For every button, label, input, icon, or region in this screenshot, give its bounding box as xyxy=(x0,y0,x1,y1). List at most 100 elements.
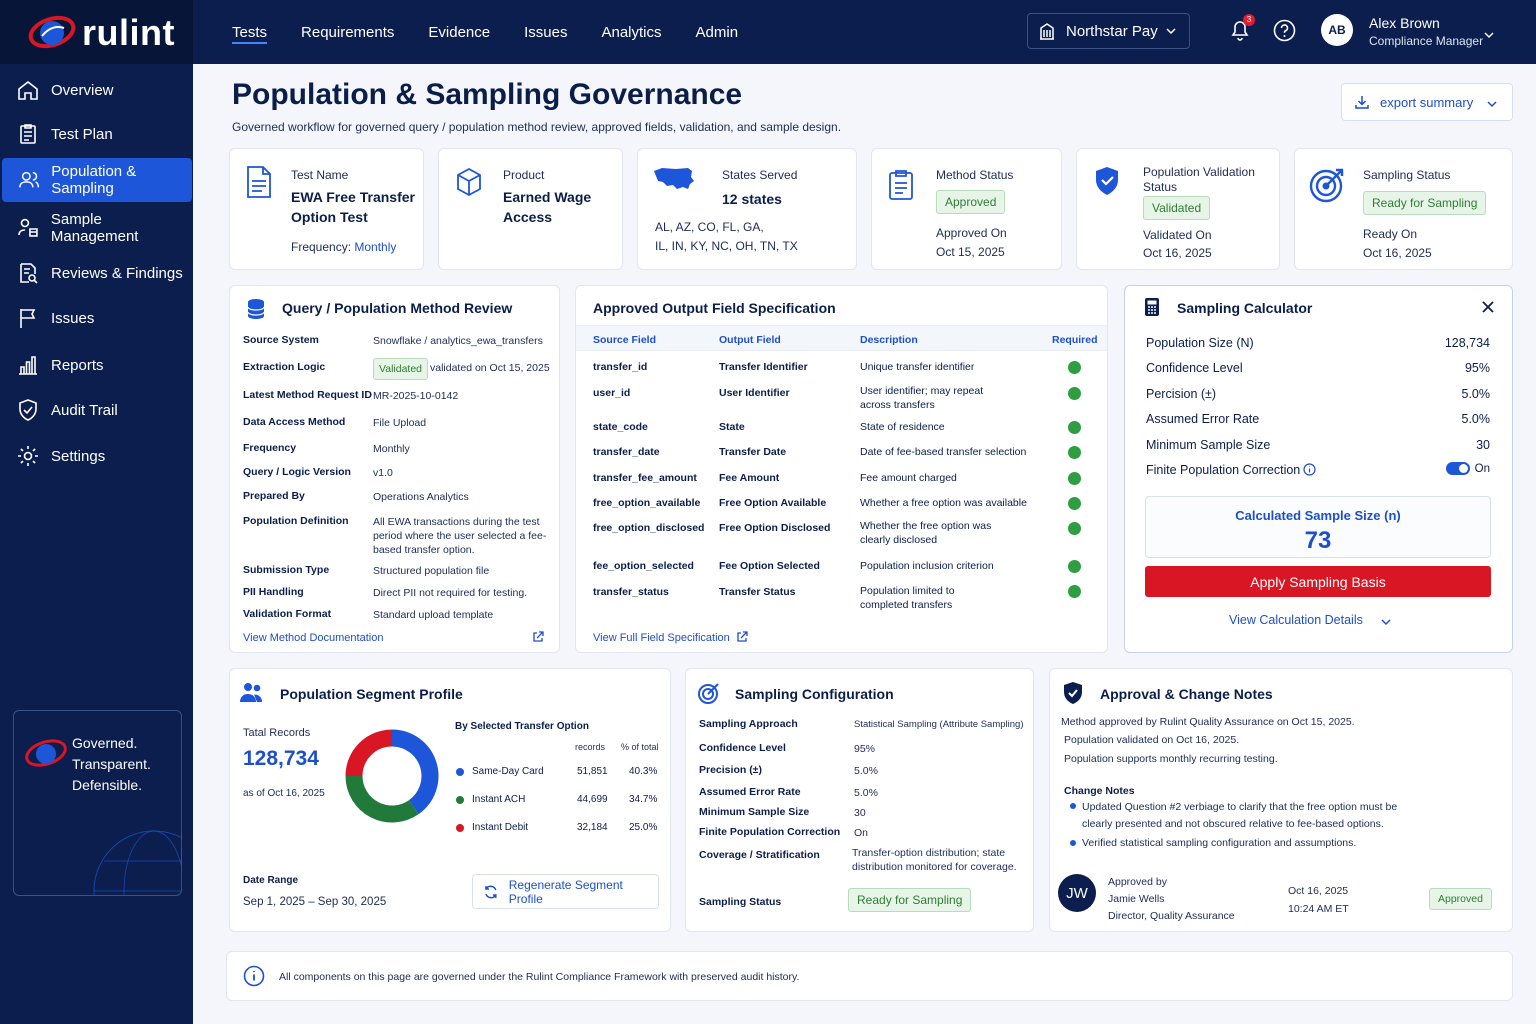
document-icon xyxy=(247,166,271,198)
sidebar-item-issues[interactable]: Issues xyxy=(0,296,193,340)
bar-chart-icon xyxy=(19,356,37,375)
extraction-status-badge: Validated xyxy=(373,358,429,380)
nav-tests[interactable]: Tests xyxy=(232,0,268,64)
approval-status-badge: Approved xyxy=(1429,888,1492,910)
segment-records: 44,699 xyxy=(577,794,608,805)
shield-check-icon xyxy=(1096,167,1118,195)
sidebar-item-settings[interactable]: Settings xyxy=(0,434,193,478)
approval-time: 10:24 AM ET xyxy=(1288,903,1349,915)
bullet xyxy=(1070,840,1076,846)
sidebar-item-test-plan[interactable]: Test Plan xyxy=(0,112,193,156)
chevron-down-icon xyxy=(1166,28,1176,35)
calculator-icon xyxy=(1145,298,1159,316)
calculated-sample-size-box: Calculated Sample Size (n) 73 xyxy=(1145,496,1491,558)
nav-requirements[interactable]: Requirements xyxy=(301,23,395,41)
segment-profile-panel: Population Segment Profile Tatal Records… xyxy=(229,668,671,932)
bell-icon[interactable] xyxy=(1229,18,1251,42)
info-icon[interactable] xyxy=(1303,463,1316,476)
top-bar: rulint Tests Requirements Evidence Issue… xyxy=(0,0,1536,64)
precision-value[interactable]: 5.0% xyxy=(1461,387,1491,401)
view-method-documentation-link[interactable]: View Method Documentation xyxy=(243,632,384,644)
confidence-level-value[interactable]: 95% xyxy=(1464,361,1490,375)
segment-profile-title: Population Segment Profile xyxy=(280,686,463,702)
sampling-config-title: Sampling Configuration xyxy=(735,686,894,702)
table-cell: user_id xyxy=(593,387,631,399)
table-cell: free_option_disclosed xyxy=(593,522,705,534)
table-cell: transfer_date xyxy=(593,446,660,458)
refresh-icon xyxy=(485,885,497,898)
logo[interactable]: rulint xyxy=(0,0,193,64)
sidebar-item-sample-management[interactable]: Sample Management xyxy=(0,206,193,250)
regenerate-segment-button[interactable]: Regenerate Segment Profile xyxy=(472,874,659,909)
governance-footer: All components on this page are governed… xyxy=(226,951,1513,1001)
table-cell: state_code xyxy=(593,421,648,433)
export-summary-button[interactable]: export summary xyxy=(1341,83,1513,121)
page-subtitle: Governed workflow for governed query / p… xyxy=(232,120,842,134)
avatar[interactable]: AB xyxy=(1321,14,1353,46)
apply-sampling-basis-button[interactable]: Apply Sampling Basis xyxy=(1145,566,1491,597)
external-link-icon[interactable] xyxy=(532,631,544,643)
donut-slice-instant-debit xyxy=(345,729,393,777)
test-name: EWA Free Transfer Option Test xyxy=(291,189,415,225)
clipboard-icon xyxy=(20,124,36,144)
error-rate-value[interactable]: 5.0% xyxy=(1461,412,1491,426)
logo-mark-icon xyxy=(28,15,76,49)
donut-slice-same-day-card xyxy=(391,729,439,815)
database-icon xyxy=(247,299,265,319)
sampling-status-badge: Ready for Sampling xyxy=(1363,191,1487,215)
segment-percent: 34.7% xyxy=(629,794,658,805)
sidebar-item-reviews-findings[interactable]: Reviews & Findings xyxy=(0,251,193,295)
table-cell: free_option_available xyxy=(593,497,701,509)
sidebar-item-reports[interactable]: Reports xyxy=(0,343,193,387)
product-name: Earned Wage Access xyxy=(503,189,592,225)
test-frequency: Monthly xyxy=(354,240,397,254)
flag-icon xyxy=(20,309,36,328)
method-status-card: Method Status Approved Approved On Oct 1… xyxy=(871,148,1062,270)
nav-evidence[interactable]: Evidence xyxy=(428,23,491,41)
help-icon[interactable] xyxy=(1273,19,1296,42)
approval-title: Approval & Change Notes xyxy=(1100,686,1273,702)
sidebar-item-label: Audit Trail xyxy=(51,401,118,419)
info-icon xyxy=(243,965,265,987)
sidebar-item-overview[interactable]: Overview xyxy=(0,68,193,112)
view-field-spec-link[interactable]: View Full Field Specification xyxy=(593,632,730,644)
bullet xyxy=(1070,803,1076,809)
notification-badge: 3 xyxy=(1243,14,1255,26)
calculated-sample-size: 73 xyxy=(1304,527,1332,554)
sidebar-item-population-sampling[interactable]: Population & Sampling xyxy=(2,158,192,202)
donut-slice-instant-ach xyxy=(345,775,419,823)
field-spec-title: Approved Output Field Specification xyxy=(593,300,836,316)
client-selector[interactable]: Northstar Pay xyxy=(1027,13,1190,49)
table-cell: transfer_id xyxy=(593,361,648,373)
brand-card: Governed. Transparent. Defensible. xyxy=(13,710,182,896)
segment-percent: 40.3% xyxy=(629,766,658,777)
nav-admin[interactable]: Admin xyxy=(695,23,739,41)
sidebar-item-label: Issues xyxy=(51,309,95,327)
chevron-down-icon[interactable] xyxy=(1483,29,1495,41)
users-icon xyxy=(19,171,40,188)
field-spec-panel: Approved Output Field Specification Sour… xyxy=(575,285,1108,653)
close-icon[interactable] xyxy=(1481,300,1495,314)
user-name[interactable]: Alex Brown xyxy=(1369,15,1440,31)
min-sample-value[interactable]: 30 xyxy=(1476,438,1490,452)
test-name-card: Test Name EWA Free Transfer Option Test … xyxy=(229,148,424,270)
sidebar-item-label: Settings xyxy=(51,447,106,465)
table-cell: Fee Option Selected xyxy=(719,560,820,572)
cube-icon xyxy=(457,167,481,197)
states-card: States Served 12 states AL, AZ, CO, FL, … xyxy=(637,148,857,270)
external-link-icon[interactable] xyxy=(736,631,748,643)
table-cell: Transfer Date xyxy=(719,446,787,458)
table-cell: Transfer Identifier xyxy=(719,361,808,373)
sampling-status-card: Sampling Status Ready for Sampling Ready… xyxy=(1294,148,1513,270)
fpc-toggle[interactable] xyxy=(1446,462,1470,475)
sidebar-item-label: Reports xyxy=(51,356,104,374)
states-count: 12 states xyxy=(722,191,782,207)
sidebar-item-audit-trail[interactable]: Audit Trail xyxy=(0,388,193,432)
nav-analytics[interactable]: Analytics xyxy=(601,23,662,41)
approver-avatar: JW xyxy=(1058,874,1096,912)
sampling-config-status-badge: Ready for Sampling xyxy=(848,888,972,912)
chevron-down-icon[interactable] xyxy=(1380,616,1392,628)
date-range: Sep 1, 2025 – Sep 30, 2025 xyxy=(243,896,387,908)
nav-issues[interactable]: Issues xyxy=(524,23,568,41)
view-calculation-details-link[interactable]: View Calculation Details xyxy=(1229,613,1363,627)
